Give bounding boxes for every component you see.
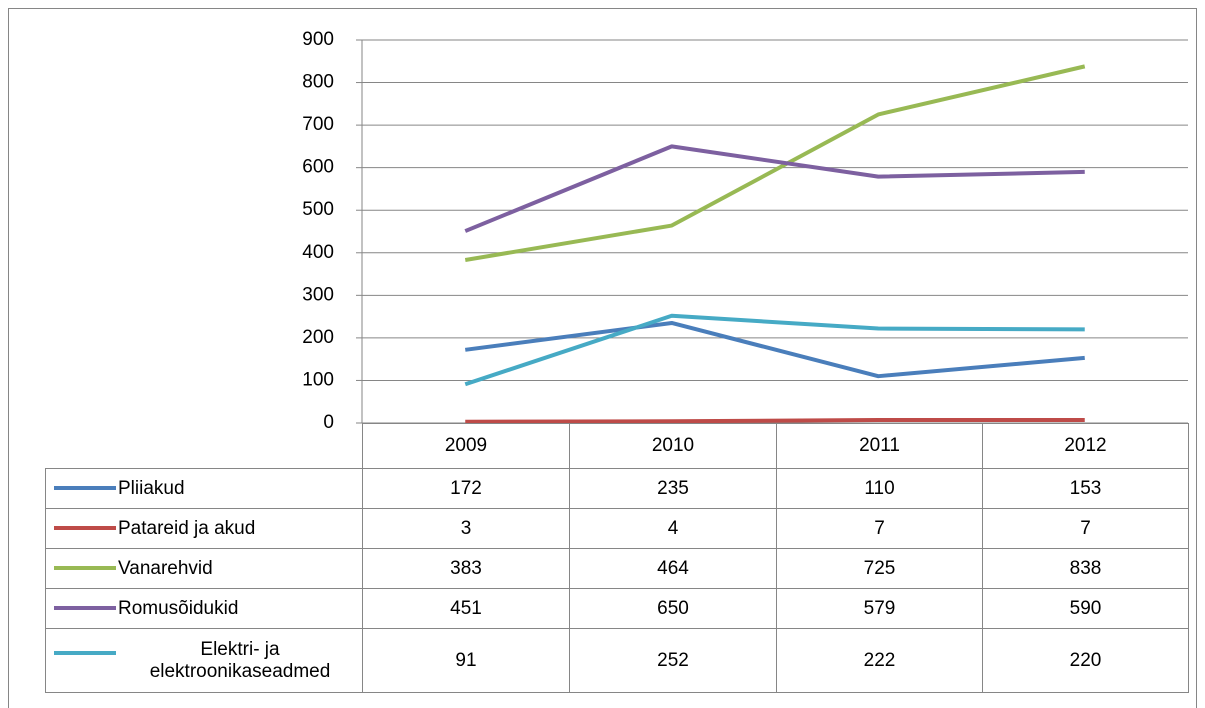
y-tick-label: 400 [302, 242, 334, 263]
y-tick-label: 800 [302, 72, 334, 93]
table-row: Patareid ja akud 3 4 7 7 [45, 508, 1189, 549]
series-line [464, 144, 1085, 233]
corner-cell [45, 423, 363, 469]
x-tick-label: 2011 [776, 423, 983, 469]
y-tick-label: 300 [302, 284, 334, 305]
table-value: 222 [776, 628, 983, 693]
table-row: Pliiakud 172 235 110 153 [45, 468, 1189, 509]
x-tick-label: 2009 [362, 423, 570, 469]
table-value: 3 [362, 508, 570, 549]
table-value: 153 [982, 468, 1189, 509]
table-row: Elektri- ja elektroonikaseadmed 91 252 222 2… [45, 628, 1189, 693]
legend-cell: Patareid ja akud [45, 508, 363, 549]
series-line [464, 320, 1085, 379]
table-value: 4 [569, 508, 777, 549]
legend-cell: Pliiakud [45, 468, 363, 509]
table-value: 650 [569, 588, 777, 629]
header-row: 2009 2010 2011 2012 [45, 423, 1189, 469]
table-value: 464 [569, 548, 777, 589]
legend-swatch [54, 606, 116, 611]
y-tick-label: 200 [302, 327, 334, 348]
legend-label: Pliiakud [118, 477, 185, 499]
legend-cell: Elektri- ja elektroonikaseadmed [45, 628, 363, 693]
table-value: 590 [982, 588, 1189, 629]
table-value: 451 [362, 588, 570, 629]
data-table: 2009 2010 2011 2012 Pliiakud 172 235 110 153 Pata… [45, 423, 1189, 693]
table-row: Romusõidukid 451 650 579 590 [45, 588, 1189, 629]
x-tick-label: 2012 [982, 423, 1189, 469]
table-value: 252 [569, 628, 777, 693]
table-value: 7 [776, 508, 983, 549]
y-tick-label: 0 [323, 412, 334, 433]
table-value: 383 [362, 548, 570, 589]
legend-cell: Romusõidukid [45, 588, 363, 629]
table-value: 235 [569, 468, 777, 509]
legend-label: Patareid ja akud [118, 517, 256, 539]
legend-label: Elektri- ja elektroonikaseadmed [149, 638, 331, 682]
table-value: 579 [776, 588, 983, 629]
table-value: 220 [982, 628, 1189, 693]
y-tick-label: 700 [302, 114, 334, 135]
y-tick-label: 600 [302, 157, 334, 178]
legend-swatch [54, 566, 116, 571]
y-tick-label: 100 [302, 369, 334, 390]
legend-swatch [54, 526, 116, 531]
series-line [464, 313, 1085, 387]
legend-swatch [54, 486, 116, 491]
legend-swatch [54, 650, 116, 655]
chart-border [8, 8, 1197, 708]
table-value: 725 [776, 548, 983, 589]
table-value: 91 [362, 628, 570, 693]
table-value: 7 [982, 508, 1189, 549]
y-tick-label: 900 [302, 29, 334, 50]
y-tick-label: 500 [302, 199, 334, 220]
table-value: 110 [776, 468, 983, 509]
table-row: Vanarehvid 383 464 725 838 [45, 548, 1189, 589]
x-tick-label: 2010 [569, 423, 777, 469]
series-line [464, 64, 1086, 262]
table-value: 172 [362, 468, 570, 509]
series-line [465, 418, 1085, 424]
legend-cell: Vanarehvid [45, 548, 363, 589]
legend-label: Romusõidukid [118, 597, 239, 619]
legend-label: Vanarehvid [118, 557, 213, 579]
table-value: 838 [982, 548, 1189, 589]
